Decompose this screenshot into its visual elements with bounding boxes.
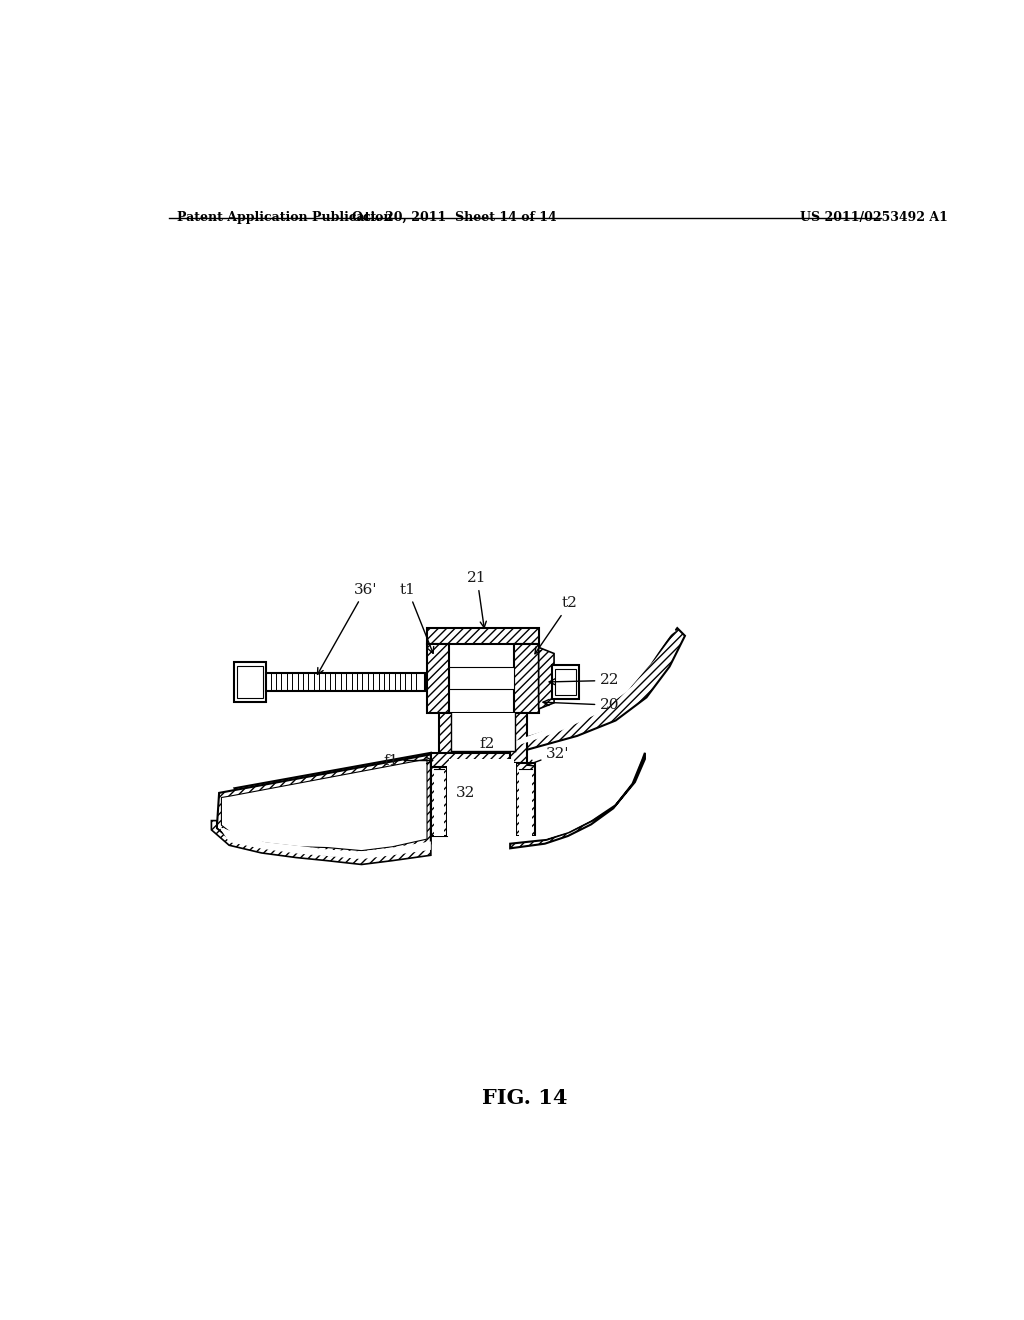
- Text: 21: 21: [467, 572, 486, 628]
- Polygon shape: [552, 665, 580, 700]
- Polygon shape: [438, 713, 527, 763]
- Text: Oct. 20, 2011  Sheet 14 of 14: Oct. 20, 2011 Sheet 14 of 14: [351, 211, 556, 224]
- Polygon shape: [211, 821, 431, 865]
- Polygon shape: [431, 763, 447, 836]
- Polygon shape: [237, 665, 263, 698]
- Text: 32': 32': [527, 747, 570, 766]
- Polygon shape: [451, 713, 515, 751]
- Text: 20: 20: [543, 698, 620, 711]
- Polygon shape: [427, 644, 449, 713]
- Polygon shape: [510, 752, 645, 849]
- Polygon shape: [518, 770, 531, 836]
- Polygon shape: [539, 647, 554, 709]
- Polygon shape: [449, 759, 514, 763]
- Polygon shape: [233, 663, 266, 702]
- Polygon shape: [447, 763, 515, 836]
- Polygon shape: [555, 669, 577, 696]
- Polygon shape: [510, 628, 685, 755]
- Text: 32: 32: [456, 785, 475, 800]
- Polygon shape: [266, 673, 425, 692]
- Polygon shape: [427, 628, 539, 644]
- Text: f1: f1: [383, 754, 433, 767]
- Text: f2: f2: [479, 738, 495, 751]
- Polygon shape: [219, 826, 431, 859]
- Polygon shape: [221, 759, 427, 850]
- Polygon shape: [434, 770, 444, 836]
- Polygon shape: [449, 668, 514, 689]
- Text: US 2011/0253492 A1: US 2011/0253492 A1: [801, 211, 948, 224]
- Text: t2: t2: [535, 597, 578, 653]
- Polygon shape: [515, 763, 535, 836]
- Polygon shape: [512, 628, 676, 747]
- Text: 36': 36': [317, 582, 377, 675]
- Text: Patent Application Publication: Patent Application Publication: [177, 211, 392, 224]
- Text: 22: 22: [549, 673, 620, 688]
- Polygon shape: [431, 752, 510, 767]
- Text: FIG. 14: FIG. 14: [482, 1088, 567, 1107]
- Text: t1: t1: [399, 582, 434, 653]
- Polygon shape: [234, 752, 431, 803]
- Polygon shape: [512, 755, 642, 840]
- Polygon shape: [217, 755, 431, 855]
- Polygon shape: [514, 644, 539, 713]
